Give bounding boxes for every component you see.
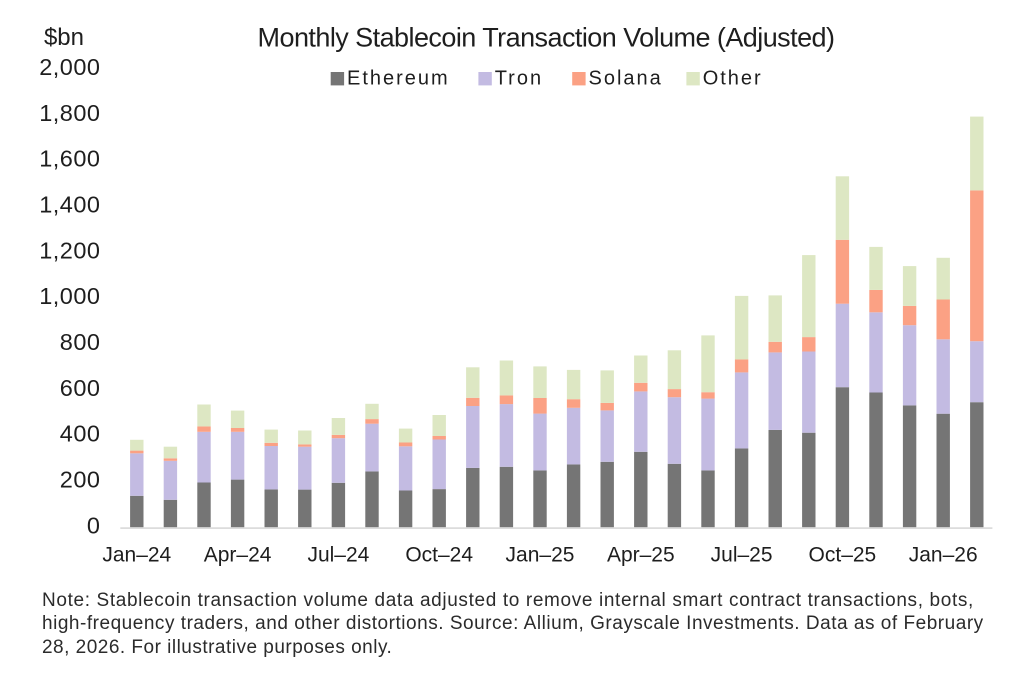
svg-text:Solana: Solana: [589, 68, 663, 90]
svg-text:Jan–25: Jan–25: [506, 544, 575, 567]
svg-text:1,000: 1,000: [39, 283, 100, 309]
svg-text:600: 600: [60, 375, 101, 401]
svg-text:0: 0: [87, 512, 101, 538]
svg-text:Apr–24: Apr–24: [204, 544, 272, 567]
svg-text:Other: Other: [703, 68, 763, 90]
svg-text:Jul–25: Jul–25: [711, 544, 773, 567]
svg-text:$bn: $bn: [44, 24, 84, 51]
svg-text:Oct–24: Oct–24: [405, 544, 473, 567]
svg-text:Monthly Stablecoin Transaction: Monthly Stablecoin Transaction Volume (A…: [258, 23, 835, 53]
svg-text:1,400: 1,400: [39, 192, 100, 218]
svg-text:Jul–24: Jul–24: [307, 544, 369, 567]
svg-text:Jan–26: Jan–26: [909, 544, 978, 567]
svg-text:400: 400: [60, 421, 101, 447]
svg-text:Ethereum: Ethereum: [347, 68, 450, 90]
svg-text:2,000: 2,000: [39, 54, 100, 80]
svg-text:200: 200: [60, 467, 101, 493]
svg-text:Oct–25: Oct–25: [809, 544, 877, 567]
svg-text:Jan–24: Jan–24: [102, 544, 171, 567]
svg-text:800: 800: [60, 329, 101, 355]
svg-text:Tron: Tron: [495, 68, 543, 90]
svg-text:1,600: 1,600: [39, 146, 100, 172]
svg-text:Apr–25: Apr–25: [607, 544, 675, 567]
svg-text:1,200: 1,200: [39, 237, 100, 263]
svg-text:1,800: 1,800: [39, 100, 100, 126]
